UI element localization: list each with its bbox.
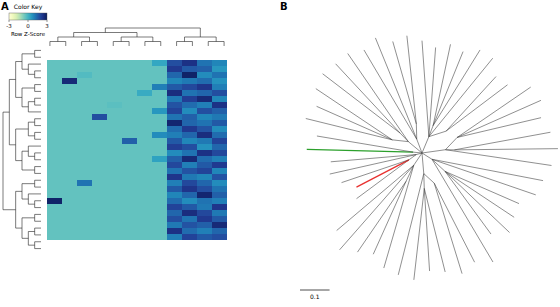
- svg-text:Row Z-Score: Row Z-Score: [11, 31, 46, 37]
- svg-text:0.1: 0.1: [310, 293, 320, 300]
- svg-text:3: 3: [45, 23, 49, 29]
- svg-text:B: B: [280, 1, 288, 12]
- svg-text:Color Key: Color Key: [14, 3, 43, 11]
- svg-text:-3: -3: [6, 23, 12, 29]
- svg-text:A: A: [1, 1, 9, 12]
- svg-text:0: 0: [26, 23, 30, 29]
